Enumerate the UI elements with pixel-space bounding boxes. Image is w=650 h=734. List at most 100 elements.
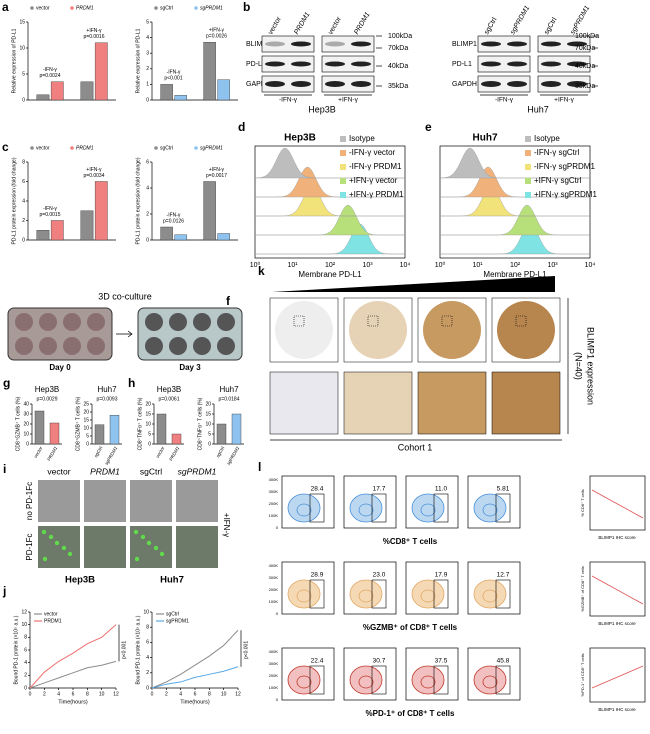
gate-percent: 12.7	[497, 572, 510, 579]
x-tick-label: PRDM1	[168, 445, 180, 462]
annotation: p<0.001	[121, 641, 127, 659]
p-value: p=0.0093	[97, 396, 118, 402]
y-tick-label: 4	[24, 660, 27, 666]
y-tick-label: 5	[86, 433, 89, 439]
y-tick-label: 0	[148, 441, 151, 447]
y-tick-label: 200K	[269, 587, 279, 592]
bar	[160, 226, 173, 241]
band	[507, 81, 527, 87]
gate	[433, 493, 449, 523]
y-axis-label: Bound PD-1 protein (×10⁵ a.u.)	[13, 615, 19, 684]
group-label: +IFN-γ	[86, 28, 102, 34]
row-label: PD-L1	[452, 61, 472, 68]
y-tick-label: 20	[83, 409, 89, 415]
lane-label: vector	[327, 15, 343, 36]
x-axis-label: %CD8⁺ T cells	[383, 537, 438, 546]
band	[567, 81, 587, 87]
contour-inner	[358, 503, 374, 517]
contour-outer	[287, 493, 321, 523]
y-tick-label: 100K	[269, 599, 279, 604]
size-marker: 70kDa	[388, 45, 408, 52]
contour-outer	[411, 493, 445, 523]
histogram	[254, 147, 405, 179]
chart-title: Huh7	[219, 385, 239, 394]
bar	[171, 433, 182, 445]
gate	[371, 579, 387, 609]
p-value: p=0.0015	[40, 212, 61, 218]
x-tick-label: 10	[221, 691, 227, 697]
gate	[495, 579, 511, 609]
series-line	[151, 666, 239, 689]
p-value: p=0.0061	[159, 396, 180, 402]
flow-plot	[343, 561, 397, 615]
band	[291, 41, 311, 47]
contour-inner	[482, 589, 498, 603]
band	[325, 81, 345, 87]
p-value: p=0.0017	[206, 173, 227, 179]
y-axis-label: Relative expression of PD-L1	[135, 28, 141, 93]
y-tick-label: 3	[146, 51, 149, 57]
gate	[371, 665, 387, 695]
x-axis-label: BLIMP1 IHC score	[598, 535, 636, 540]
bar	[36, 94, 50, 101]
gate-percent: 17.9	[435, 572, 448, 579]
legend-swatch	[525, 136, 531, 142]
legend-label: +IFN-γ PRDM1	[349, 190, 404, 199]
y-tick-label: 0	[24, 685, 27, 691]
p-value: p=0.0126	[163, 218, 184, 224]
chart-title: Huh7	[97, 385, 117, 394]
legend-swatch	[340, 178, 346, 184]
ihc-core	[423, 301, 481, 359]
y-tick-label: 10	[21, 622, 27, 628]
x-tick-label: vector	[33, 445, 44, 459]
gate-percent: 5.81	[497, 486, 510, 493]
well	[193, 337, 211, 355]
legend-marker	[194, 6, 198, 10]
y-tick-label: 200K	[269, 673, 279, 678]
size-marker: 40kDa	[388, 63, 408, 70]
y-tick-label: 20	[23, 421, 29, 427]
fluorescent-cell	[153, 545, 159, 551]
ihc-inset	[441, 315, 453, 327]
x-tick-label: vector	[155, 445, 166, 459]
condition: -IFN-γ	[495, 97, 514, 104]
histogram	[255, 186, 405, 217]
row-label: PD-L1	[246, 61, 266, 68]
x-tick-label: 8	[86, 691, 89, 697]
bar	[231, 413, 242, 445]
column-label: sgCtrl	[140, 466, 162, 476]
x-tick-label: sgPRDM1	[104, 445, 119, 466]
well	[169, 337, 187, 355]
x-tick-label: sgPRDM1	[226, 445, 241, 466]
panel-title: Hep3B	[284, 133, 316, 144]
histogram	[255, 224, 405, 255]
x-tick-label: 10¹	[472, 262, 483, 269]
histogram	[440, 223, 590, 255]
micrograph	[84, 526, 126, 568]
x-axis-label: %PD-1⁺ of CD8⁺ T cells	[366, 709, 455, 718]
contour-outer	[473, 665, 507, 695]
y-tick-label: 0	[276, 611, 279, 616]
well	[193, 313, 211, 331]
blot-image	[321, 35, 375, 53]
bar	[174, 234, 187, 241]
y-tick-label: 4	[146, 35, 149, 41]
contour-inner	[358, 675, 374, 689]
gate-percent: 22.4	[311, 658, 324, 665]
band	[265, 81, 285, 87]
legend-label: sgCtrl	[166, 611, 179, 617]
y-tick-label: 6	[146, 640, 149, 646]
group-label: +IFN-γ	[86, 167, 102, 173]
legend-label: -IFN-γ PRDM1	[349, 162, 402, 171]
bar	[94, 42, 108, 101]
gate	[433, 579, 449, 609]
legend-label: vector	[36, 5, 50, 11]
row-label: GAPDH	[246, 81, 271, 88]
y-tick-label: 0	[276, 525, 279, 530]
legend-swatch	[525, 178, 531, 184]
band	[507, 61, 527, 67]
ihc-core	[349, 301, 407, 359]
p-value: p=0.0029	[37, 396, 58, 402]
legend-label: +IFN-γ sgPRDM1	[534, 190, 597, 199]
